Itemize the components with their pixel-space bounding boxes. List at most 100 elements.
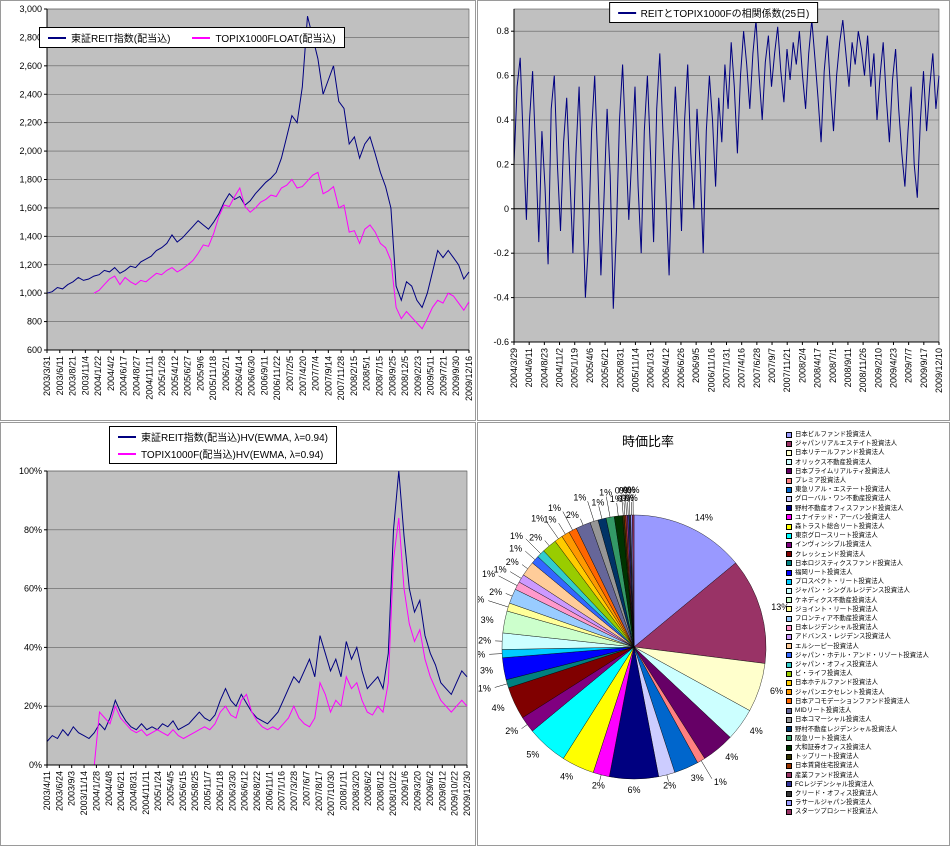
pie-legend-swatch <box>786 753 792 760</box>
x-tick-label: 2009/9/17 <box>919 348 929 388</box>
pie-label-leader <box>625 494 627 516</box>
pie-legend-label: 東京グロースリート投資法人 <box>795 532 878 540</box>
legend-line-sample <box>118 435 136 438</box>
y-tick-label: 2,000 <box>19 146 42 156</box>
x-tick-label: 2006/4/14 <box>234 356 244 396</box>
legend-item: TOPIX1000FLOAT(配当込) <box>192 30 336 45</box>
x-tick-label: 2009/12/10 <box>934 348 944 393</box>
pie-percent-label: 0% <box>621 493 634 503</box>
pie-legend-item: 日本コマーシャル投資法人 <box>786 715 948 724</box>
reit-index-line-chart-panel[interactable]: 600 800 1,000 1,200 1,400 1,600 1,800 2,000 2,20… <box>0 0 476 421</box>
pie-percent-label: 1% <box>714 777 727 787</box>
pie-percent-label: 3% <box>691 773 704 783</box>
pie-legend-item: スターツプロシード投資法人 <box>786 807 948 816</box>
pie-label-leader <box>580 518 584 526</box>
pie-label-leader <box>666 774 669 782</box>
pie-legend-item: プロスペクト・リート投資法人 <box>786 577 948 586</box>
pie-percent-label: 1% <box>543 515 556 525</box>
x-tick-label: 2005/11/7 <box>203 771 213 810</box>
pie-legend-swatch <box>786 606 792 613</box>
pie-label-leader <box>587 501 595 522</box>
pie-percent-label: 2% <box>663 781 676 791</box>
pie-percent-label: 1% <box>478 650 485 660</box>
pie-legend-swatch <box>786 569 792 576</box>
pie-legend-swatch <box>786 670 792 677</box>
pie-legend-item: ジャパン・ホテル・アンド・リゾート投資法人 <box>786 651 948 660</box>
market-cap-pie-chart-panel[interactable]: 時価比率 14%13%6%4%4%1%3%2%6%2%4%5%2%4%1%3%1… <box>477 422 950 846</box>
y-tick-label: 40% <box>24 642 42 652</box>
pie-legend-label: 日本ホテルファンド投資法人 <box>795 679 879 687</box>
x-tick-label: 2007/9/14 <box>323 356 333 396</box>
x-tick-label: 2008/2/15 <box>349 356 359 396</box>
x-tick-label: 2008/12/5 <box>400 356 410 396</box>
pie-legend-swatch <box>786 781 792 788</box>
volatility-line-chart-panel[interactable]: 0% 20% 40% 60% 80% 100% 2003/4/11 2003/6/24 2003… <box>0 422 476 846</box>
pie-legend-swatch <box>786 588 792 595</box>
x-tick-label: 2009/2/10 <box>873 348 883 388</box>
pie-percent-label: 3% <box>480 666 493 676</box>
pie-legend-swatch <box>786 624 792 631</box>
correlation-line-chart: -0.6 -0.4 -0.2 0 0.2 0.4 0.6 0.8 2004/3/29 2004/6… <box>493 8 944 393</box>
pie-legend-label: 東急リアル・エステート投資法人 <box>795 486 891 494</box>
x-tick-label: 2008/8/12 <box>376 771 386 811</box>
pie-legend-label: 日本プライムリアルティ投資法人 <box>795 467 891 475</box>
pie-percent-label: 1% <box>573 492 586 502</box>
x-tick-label: 2007/2/5 <box>285 356 295 391</box>
x-tick-label: 2006/11/1 <box>264 771 274 810</box>
pie-label-leader <box>700 760 713 779</box>
pie-legend-item: ジャパンエクセレント投資法人 <box>786 688 948 697</box>
x-tick-label: 2007/1/16 <box>277 771 287 811</box>
x-tick-label: 2007/10/30 <box>326 771 336 816</box>
pie-percent-label: 0% <box>617 493 630 503</box>
pie-percent-label: 1% <box>494 565 507 575</box>
y-tick-label: -0.4 <box>493 293 509 303</box>
correlation-chart-legend: REITとTOPIX1000Fの相関係数(25日) <box>608 2 819 23</box>
x-tick-label: 2007/4/20 <box>298 356 308 396</box>
pie-legend-swatch <box>786 661 792 668</box>
x-tick-label: 2005/1/19 <box>570 348 580 388</box>
x-tick-label: 2007/7/4 <box>311 356 321 391</box>
pie-legend-label: ジョイント・リート投資法人 <box>795 605 879 613</box>
pie-legend-item: ユナイテッド・アーバン投資法人 <box>786 513 948 522</box>
legend-line-sample <box>617 11 636 14</box>
pie-legend-label: ラサールジャパン投資法人 <box>795 799 872 807</box>
pie-legend-label: プレミア投資法人 <box>795 477 847 485</box>
pie-percent-label: 4% <box>492 703 505 713</box>
pie-legend-swatch <box>786 532 792 539</box>
x-tick-label: 2003/11/14 <box>79 771 89 815</box>
pie-legend-item: FCレジデンシャル投資法人 <box>786 780 948 789</box>
pie-legend-item: 福岡リート投資法人 <box>786 568 948 577</box>
y-tick-label: 0.2 <box>496 159 509 169</box>
pie-percent-label: 3% <box>481 615 494 625</box>
pie-percent-label: 2% <box>566 510 579 520</box>
pie-legend-swatch <box>786 431 792 438</box>
x-tick-label: 2008/10/22 <box>388 771 398 816</box>
pie-legend-swatch <box>786 716 792 723</box>
pie-legend-label: トップリート投資法人 <box>795 753 859 761</box>
pie-label-leader <box>525 550 536 560</box>
x-tick-label: 2006/9/5 <box>691 348 701 383</box>
x-tick-label: 2004/8/31 <box>128 771 138 811</box>
pie-label-leader <box>598 506 603 520</box>
x-tick-label: 2005/6/15 <box>178 771 188 811</box>
y-tick-label: 1,800 <box>19 175 42 185</box>
x-tick-label: 2007/6/28 <box>752 348 762 388</box>
correlation-line-chart-panel[interactable]: -0.6 -0.4 -0.2 0 0.2 0.4 0.6 0.8 2004/3/29 2004/6… <box>477 0 950 421</box>
pie-label-leader <box>606 496 611 518</box>
x-tick-label: 2005/11/18 <box>208 356 218 400</box>
pie-legend-swatch <box>786 762 792 769</box>
pie-label-leader <box>544 540 550 546</box>
pie-legend-item: プレミア投資法人 <box>786 476 948 485</box>
pie-legend-item: 東京グロースリート投資法人 <box>786 531 948 540</box>
pie-slice <box>633 514 736 648</box>
y-tick-label: 2,200 <box>19 118 42 128</box>
x-tick-label: 2008/6/2 <box>363 771 373 806</box>
x-tick-label: 2009/1/6 <box>400 771 410 806</box>
legend-line-sample <box>118 452 136 455</box>
pie-legend-label: 日本ビルファンド投資法人 <box>795 431 872 438</box>
y-tick-label: 60% <box>24 584 42 594</box>
pie-percent-label: 1% <box>478 594 484 604</box>
legend-label: 東証REIT指数(配当込) <box>71 34 171 45</box>
pie-legend-label: ジャパン・オフィス投資法人 <box>795 661 878 669</box>
